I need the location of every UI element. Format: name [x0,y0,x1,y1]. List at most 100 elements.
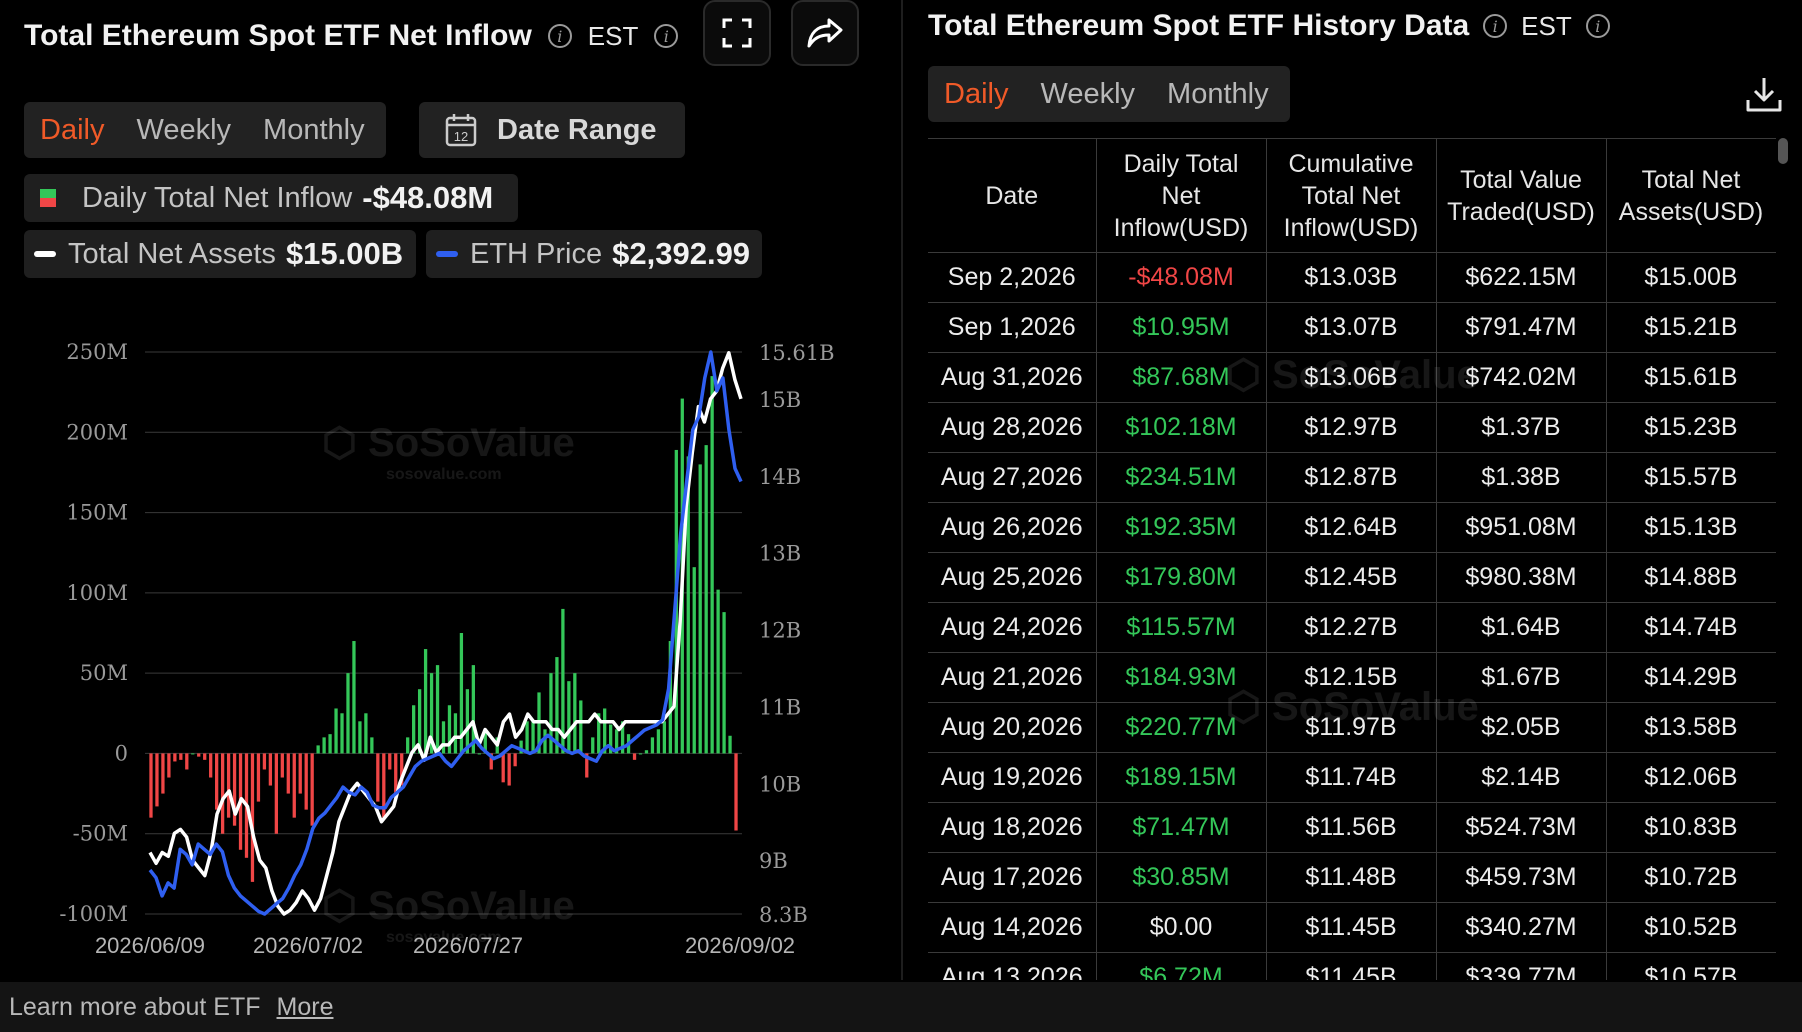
tab-monthly[interactable]: Monthly [263,113,365,146]
inflow-bar [334,708,338,754]
table-row[interactable]: Aug 31,2026 $87.68M $13.06B $742.02M $15.61B [928,352,1776,403]
inflow-bar [352,641,356,754]
inflow-bar [567,681,571,754]
y-left-tick: 200M [66,420,128,444]
inflow-bar [525,721,529,754]
cell-cumulative-inflow: $11.48B [1266,852,1437,903]
tab-monthly[interactable]: Monthly [1167,77,1269,110]
col-date[interactable]: Date [928,138,1097,253]
cell-value-traded: $980.38M [1436,552,1607,603]
inflow-bar [579,700,583,754]
inflow-bar [716,589,720,754]
inflow-chart[interactable]: 250M 200M 150M 100M 50M 0 -50M -100M 15.61B 15B 1… [0,320,890,975]
inflow-bar [173,753,177,762]
table-row[interactable]: Aug 19,2026 $189.15M $11.74B $2.14B $12.06B [928,752,1776,803]
inflow-bar [191,753,195,755]
tab-daily[interactable]: Daily [944,77,1009,110]
table-scrollbar[interactable] [1778,138,1788,164]
cell-daily-inflow: $179.80M [1096,552,1267,603]
cell-cumulative-inflow: $11.97B [1266,702,1437,753]
cell-daily-inflow: $115.57M [1096,602,1267,653]
table-row[interactable]: Sep 1,2026 $10.95M $13.07B $791.47M $15.21B [928,302,1776,353]
timezone-info-icon[interactable]: i [1585,14,1610,38]
cell-net-assets: $15.57B [1606,452,1776,503]
cell-net-assets: $10.72B [1606,852,1776,903]
y-right-tick: 12B [759,619,801,643]
inflow-bar [603,708,607,754]
inflow-bar [668,641,672,754]
table-row[interactable]: Aug 26,2026 $192.35M $12.64B $951.08M $15.13… [928,502,1776,553]
cell-daily-inflow: -$48.08M [1096,252,1267,303]
inflow-bar [483,729,487,754]
inflow-bar [197,753,201,757]
col-net-assets[interactable]: Total Net Assets(USD) [1606,138,1776,253]
cell-cumulative-inflow: $11.45B [1266,902,1437,953]
inflow-bar [304,753,308,810]
cell-daily-inflow: $102.18M [1096,402,1267,453]
cell-net-assets: $14.74B [1606,602,1776,653]
more-link[interactable]: More [276,992,334,1021]
inflow-bar [203,753,207,760]
history-table-container[interactable]: Date Daily Total Net Inflow(USD) Cumulat… [928,138,1776,980]
table-row[interactable]: Aug 28,2026 $102.18M $12.97B $1.37B $15.23B [928,402,1776,453]
cell-value-traded: $791.47M [1436,302,1607,353]
table-row[interactable]: Aug 20,2026 $220.77M $11.97B $2.05B $13.58B [928,702,1776,753]
col-daily-inflow[interactable]: Daily Total Net Inflow(USD) [1096,138,1267,253]
x-tick: 2026/07/02 [253,933,363,958]
y-left-tick: -50M [73,822,128,846]
date-range-button[interactable]: 12 Date Range [419,102,685,158]
table-row[interactable]: Aug 17,2026 $30.85M $11.48B $459.73M $10.72B [928,852,1776,903]
table-row[interactable]: Aug 27,2026 $234.51M $12.87B $1.38B $15.57B [928,452,1776,503]
inflow-bar [292,753,296,818]
cell-value-traded: $459.73M [1436,852,1607,903]
table-row[interactable]: Aug 13,2026 $6.72M $11.45B $339.77M $10.57B [928,952,1776,980]
fullscreen-button[interactable] [703,0,771,66]
table-row[interactable]: Aug 14,2026 $0.00 $11.45B $340.27M $10.52B [928,902,1776,953]
inflow-bar [459,633,464,754]
table-row[interactable]: Aug 25,2026 $179.80M $12.45B $980.38M $14.88… [928,552,1776,603]
tab-daily[interactable]: Daily [40,113,105,146]
cell-value-traded: $1.37B [1436,402,1607,453]
download-button[interactable] [1744,74,1784,114]
info-icon[interactable]: i [1483,14,1508,38]
cell-cumulative-inflow: $12.97B [1266,402,1437,453]
table-row[interactable]: Aug 21,2026 $184.93M $12.15B $1.67B $14.29B [928,652,1776,703]
download-icon [1746,78,1782,112]
table-row[interactable]: Sep 2,2026 -$48.08M $13.03B $622.15M $15.00B [928,252,1776,303]
col-cumulative-inflow[interactable]: Cumulative Total Net Inflow(USD) [1266,138,1437,253]
col-value-traded[interactable]: Total Value Traded(USD) [1436,138,1607,253]
cell-daily-inflow: $10.95M [1096,302,1267,353]
inflow-bar [220,753,225,834]
table-row[interactable]: Aug 18,2026 $71.47M $11.56B $524.73M $10.83B [928,802,1776,853]
date-range-label: Date Range [497,113,657,146]
inflow-bar [609,724,613,754]
inflow-bar [728,735,732,754]
x-tick: 2026/07/27 [413,933,523,958]
inflow-bar [286,753,290,794]
net-assets-line [148,351,743,916]
cell-net-assets: $15.23B [1606,402,1776,453]
tab-weekly[interactable]: Weekly [136,113,232,146]
history-table: Date Daily Total Net Inflow(USD) Cumulat… [928,138,1776,980]
table-row[interactable]: Aug 24,2026 $115.57M $12.27B $1.64B $14.74B [928,602,1776,653]
info-icon[interactable]: i [547,24,572,48]
tab-weekly[interactable]: Weekly [1040,77,1136,110]
inflow-bar [447,705,452,754]
cell-value-traded: $340.27M [1436,902,1607,953]
cell-daily-inflow: $87.68M [1096,352,1267,403]
inflow-bar [346,673,350,754]
inflow-bar [435,665,440,754]
share-button[interactable] [791,0,859,66]
inflow-bar [209,753,213,778]
fullscreen-icon [722,18,752,48]
inflow-bar [734,753,738,831]
timezone-info-icon[interactable]: i [654,24,679,48]
cell-cumulative-inflow: $11.74B [1266,752,1437,803]
cell-net-assets: $15.13B [1606,502,1776,553]
cell-value-traded: $742.02M [1436,352,1607,403]
inflow-bar [412,705,416,754]
cell-date: Aug 21,2026 [928,652,1097,703]
y-right-tick: 15B [759,388,801,412]
inflow-swatch-icon [40,189,56,207]
y-left-tick: 100M [66,581,128,605]
